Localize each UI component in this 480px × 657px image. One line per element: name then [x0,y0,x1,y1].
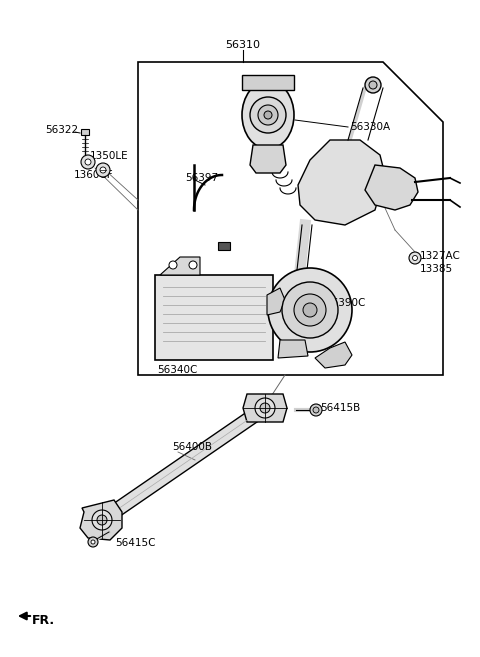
Polygon shape [267,288,285,315]
Text: 13385: 13385 [420,264,453,274]
Text: 56310: 56310 [226,40,261,50]
Circle shape [97,515,107,525]
Polygon shape [160,257,200,275]
Circle shape [303,303,317,317]
Circle shape [169,261,177,269]
Circle shape [268,268,352,352]
Circle shape [313,407,319,413]
Circle shape [250,97,286,133]
Polygon shape [80,500,122,540]
Bar [81,129,89,135]
Bar [155,275,273,360]
Circle shape [310,404,322,416]
Text: 56330A: 56330A [350,122,390,132]
Circle shape [100,167,106,173]
Polygon shape [98,402,269,526]
Text: 1360CF: 1360CF [74,170,114,180]
Text: 56400B: 56400B [172,442,212,452]
Polygon shape [315,342,352,368]
Text: 1350LE: 1350LE [90,151,129,161]
Text: 56415B: 56415B [320,403,360,413]
Text: 56397: 56397 [185,173,218,183]
Circle shape [92,510,112,530]
Text: 56340C: 56340C [157,365,197,375]
Polygon shape [278,340,308,358]
Circle shape [91,540,95,544]
Text: 56415C: 56415C [115,538,156,548]
Bar [218,242,230,250]
Circle shape [189,261,197,269]
Circle shape [255,398,275,418]
Polygon shape [298,140,385,225]
Circle shape [365,77,381,93]
Circle shape [369,81,377,89]
Ellipse shape [242,81,294,149]
Circle shape [294,294,326,326]
Bar [242,75,294,90]
Polygon shape [365,165,418,210]
Circle shape [81,155,95,169]
Circle shape [96,163,110,177]
Polygon shape [250,145,286,173]
Text: 56390C: 56390C [325,298,365,308]
Circle shape [412,256,418,260]
Circle shape [264,111,272,119]
Text: 56322: 56322 [45,125,78,135]
Circle shape [258,105,278,125]
Circle shape [88,537,98,547]
Circle shape [282,282,338,338]
Polygon shape [138,62,443,375]
Circle shape [409,252,421,264]
Text: FR.: FR. [32,614,55,627]
Text: 1327AC: 1327AC [420,251,461,261]
Circle shape [260,403,270,413]
Circle shape [85,159,91,165]
Polygon shape [243,394,287,422]
